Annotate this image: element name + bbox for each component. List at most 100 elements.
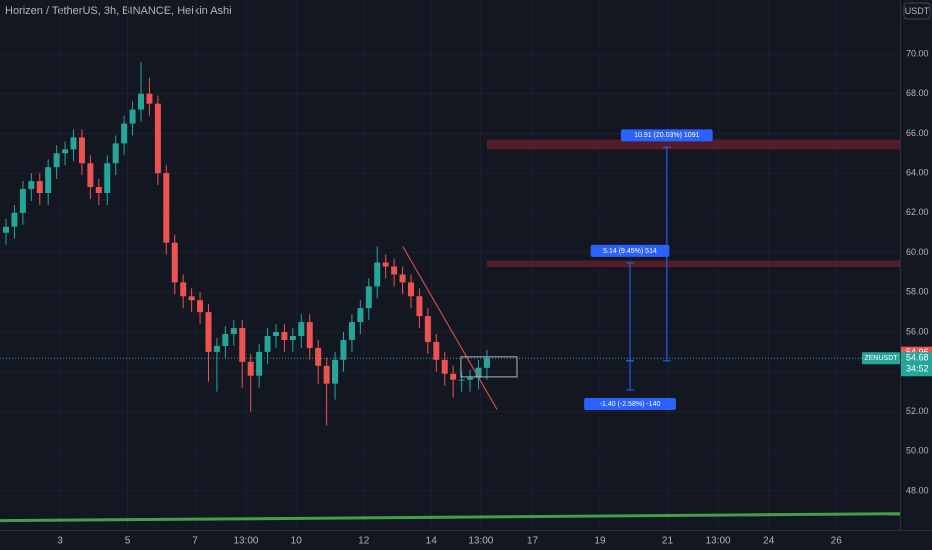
x-tick-label: 12 — [358, 536, 370, 547]
candle-body — [163, 173, 170, 243]
x-tick-label: 13:00 — [233, 536, 258, 547]
candle-body — [154, 103, 161, 174]
chart-title: Horizen / TetherUS, 3h, BINANCE, Heikin … — [5, 5, 232, 17]
y-tick-label: 60.00 — [906, 247, 929, 257]
currency-label[interactable]: USDT — [905, 6, 930, 16]
currency-button[interactable] — [903, 2, 931, 20]
candle-body — [256, 351, 263, 376]
x-tick-label: 5 — [125, 536, 131, 547]
candle-body — [121, 123, 128, 144]
candle-body — [315, 347, 322, 366]
candle-body — [475, 367, 482, 378]
candle-body — [281, 332, 288, 340]
last-price-bg — [901, 352, 932, 377]
y-tick-label: 58.00 — [906, 287, 929, 297]
candle-body — [53, 153, 60, 168]
candle-body — [70, 137, 77, 150]
candle-body — [340, 339, 347, 360]
y-tick-label: 50.00 — [906, 446, 929, 456]
x-tick-label: 14 — [426, 536, 438, 547]
candle-body — [289, 335, 296, 340]
candle-body — [272, 332, 279, 336]
candle-body — [138, 93, 145, 110]
candle-body — [424, 316, 431, 342]
range-box — [460, 356, 518, 378]
candle-body — [112, 143, 119, 164]
candle-body — [416, 296, 423, 317]
candle-body — [382, 262, 389, 267]
zone — [486, 139, 900, 150]
symbol-tag: ZENUSDT — [864, 355, 898, 362]
y-tick-label: 70.00 — [906, 48, 929, 58]
candle-body — [365, 286, 372, 309]
candle-body — [87, 163, 94, 188]
candle-body — [188, 296, 195, 301]
candle-body — [239, 328, 246, 362]
candle-body — [3, 226, 10, 233]
candle-body — [441, 359, 448, 374]
candle-body — [180, 282, 187, 297]
candle-body — [391, 266, 398, 275]
last-price-label: 54.68 — [906, 353, 929, 363]
x-tick-label: 3 — [57, 536, 63, 547]
moving-average — [0, 512, 901, 523]
measure-label: -1.40 (-2.58%) -140 — [600, 401, 661, 408]
candle-body — [197, 300, 204, 313]
candle-body — [11, 212, 18, 227]
x-tick-label: 19 — [594, 536, 606, 547]
candle-body — [467, 377, 474, 380]
x-tick-label: 13:00 — [706, 536, 731, 547]
y-tick-label: 66.00 — [906, 128, 929, 138]
candle-body — [407, 282, 414, 297]
candle-body — [171, 242, 178, 283]
candle-body — [62, 149, 69, 154]
candle-body — [264, 335, 271, 352]
candle-body — [205, 312, 212, 352]
y-tick-label: 52.00 — [906, 406, 929, 416]
high-price-label: 54.96 — [906, 347, 929, 357]
candle-body — [95, 187, 102, 194]
candle-body — [36, 181, 43, 194]
x-tick-label: 26 — [831, 536, 843, 547]
x-tick-label: 13:00 — [468, 536, 493, 547]
measure-label-bg — [590, 244, 670, 257]
candle-body — [298, 322, 305, 336]
x-tick-label: 7 — [192, 536, 198, 547]
countdown-label: 34:52 — [906, 364, 929, 374]
x-tick-label: 24 — [763, 536, 775, 547]
candle-body — [450, 373, 457, 380]
x-tick-label: 17 — [527, 536, 539, 547]
x-tick-label: 10 — [291, 536, 303, 547]
candle-body — [104, 163, 111, 194]
candle-body — [483, 357, 490, 368]
zone — [486, 260, 900, 268]
candle-body — [332, 359, 339, 384]
candle-body — [247, 361, 254, 376]
y-tick-label: 56.00 — [906, 326, 929, 336]
candle-body — [458, 379, 465, 381]
candle-body — [28, 181, 35, 190]
measure-label-bg — [620, 129, 713, 142]
candle-body — [222, 334, 229, 346]
candle-body — [357, 308, 364, 323]
measure-label: 10.91 (20.03%) 1091 — [634, 132, 699, 139]
candle-body — [323, 365, 330, 384]
candle-body — [433, 341, 440, 360]
measure-label: 5.14 (9.45%) 514 — [603, 248, 657, 255]
candle-body — [146, 93, 153, 104]
y-tick-label: 68.00 — [906, 88, 929, 98]
measure-label-bg — [584, 398, 676, 411]
candle-body — [213, 345, 220, 352]
symbol-tag-bg — [862, 352, 900, 365]
candle-body — [230, 328, 237, 335]
candle-body — [399, 274, 406, 283]
candle-body — [45, 167, 52, 194]
candle-body — [78, 137, 85, 164]
y-tick-label: 62.00 — [906, 207, 929, 217]
candle-body — [19, 189, 26, 213]
candle-body — [129, 109, 136, 124]
